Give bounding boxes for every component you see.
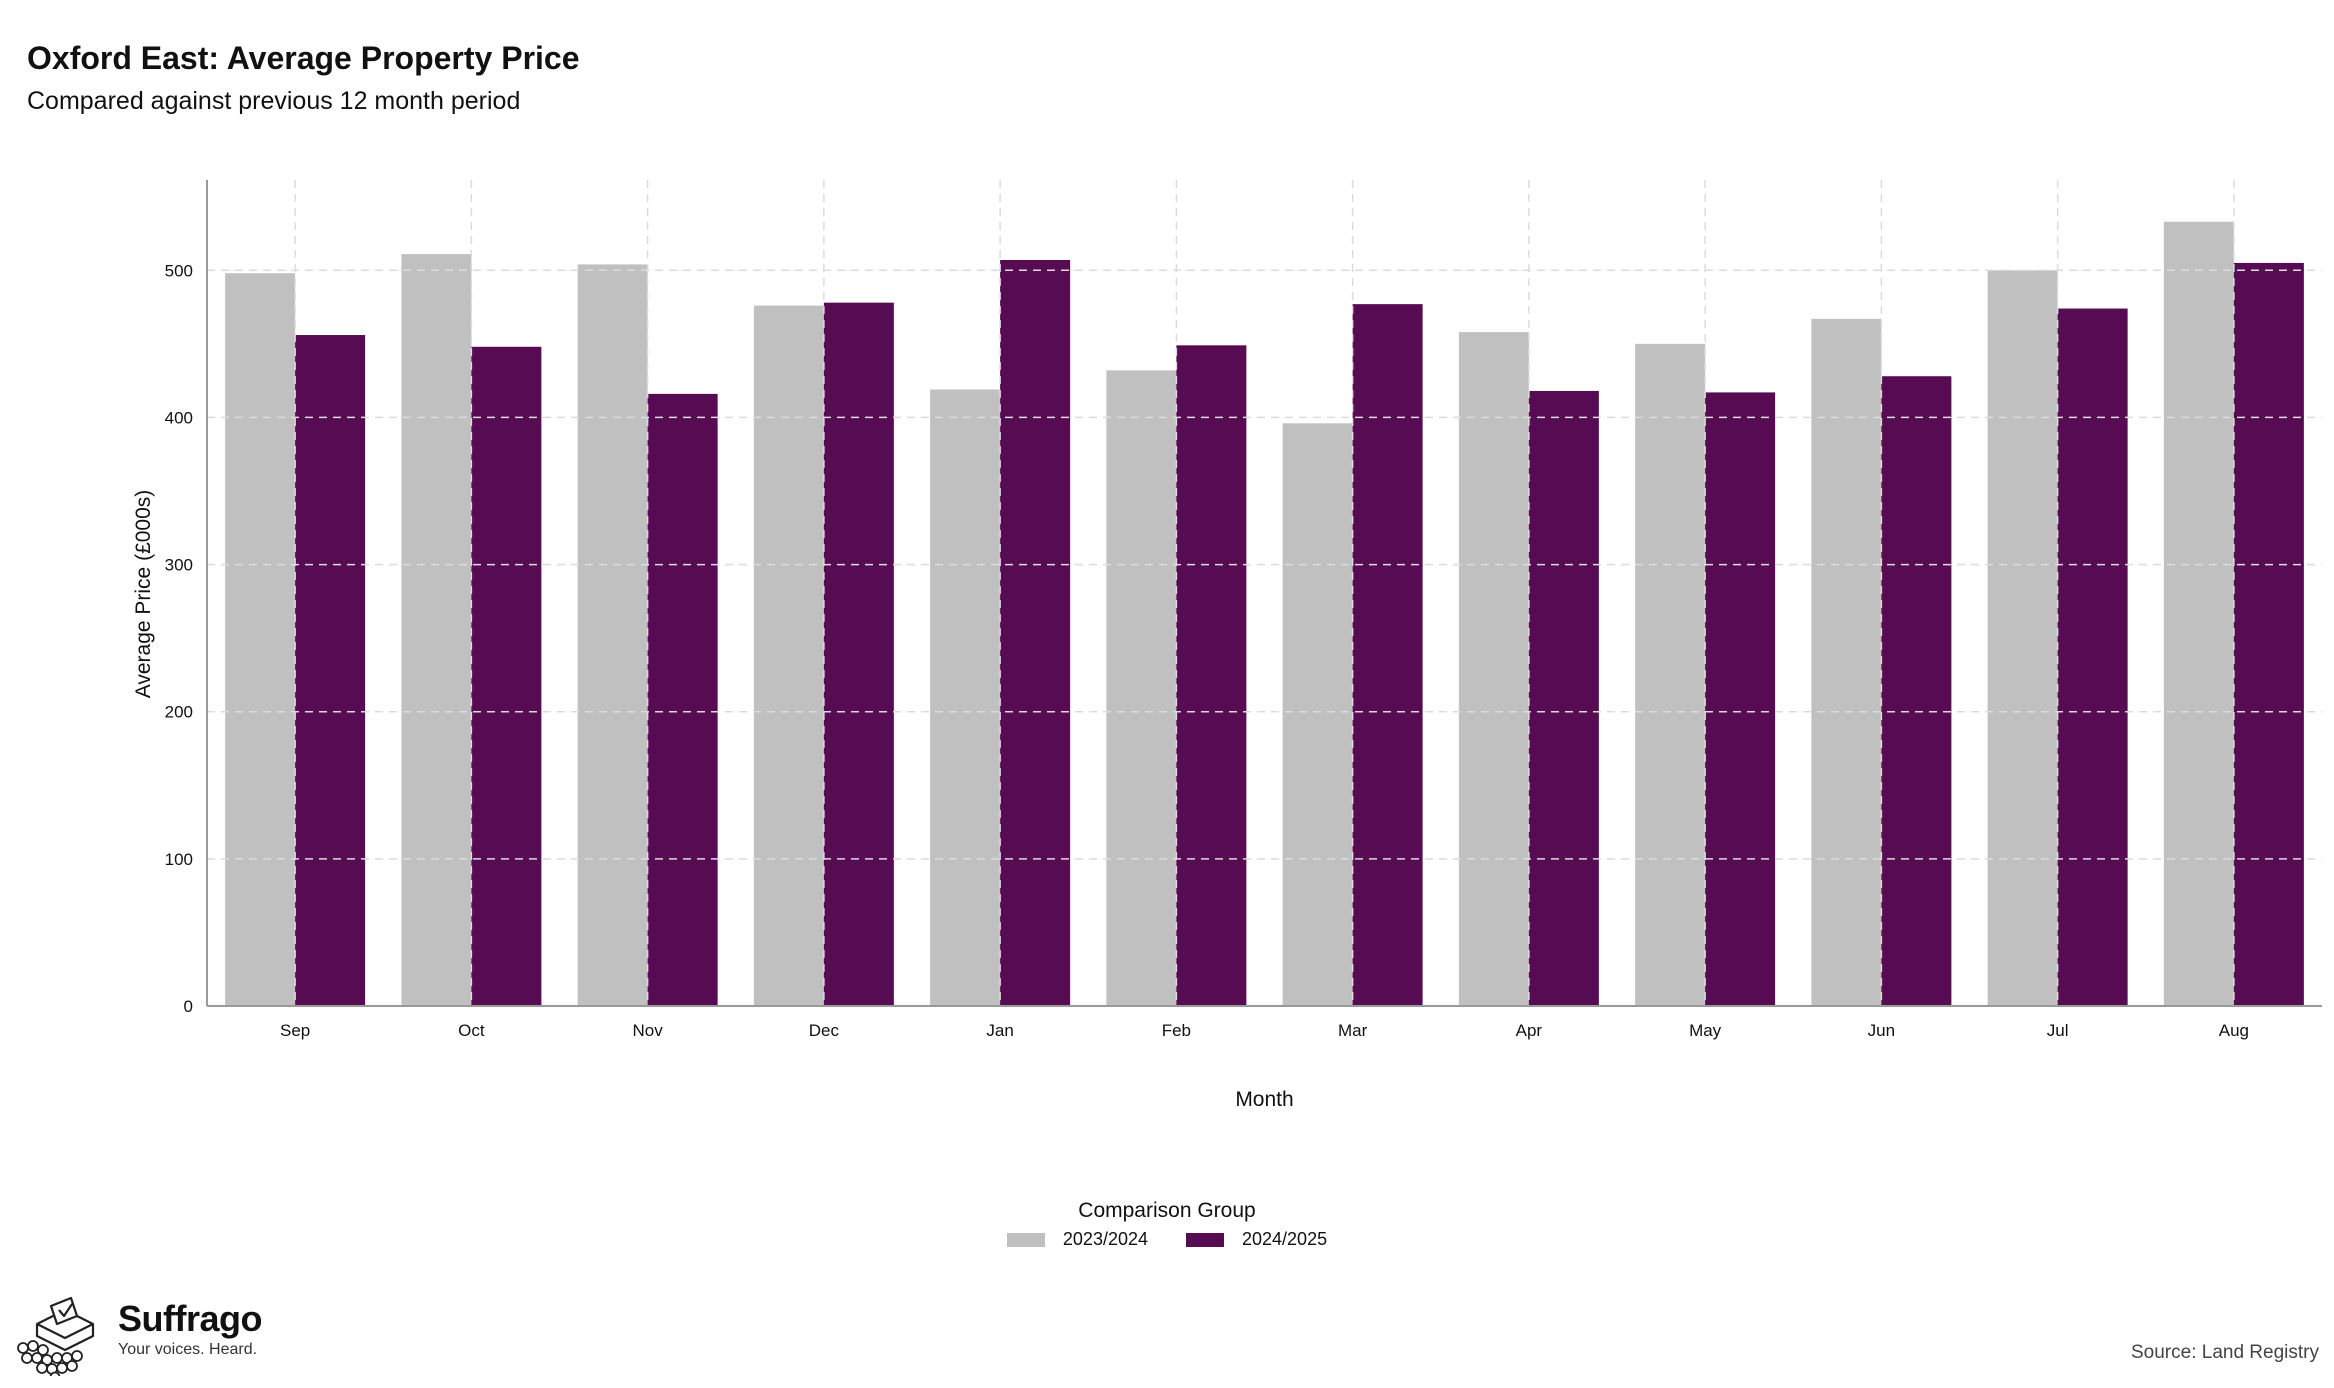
bar-2023-2024-nov (577, 264, 648, 1006)
y-axis-title: Average Price (£000s) (132, 490, 155, 699)
legend-swatch (1186, 1232, 1224, 1247)
x-tick-label: Nov (633, 1021, 664, 1040)
bar-chart: 0 100 200 300 400 500 Sep Oct Nov Dec Jan Feb Mar Ap… (132, 180, 2322, 1111)
y-tick-label: 300 (165, 556, 193, 575)
bar-2023-2024-jan (930, 389, 1001, 1006)
bar-2024-2025-oct (471, 346, 542, 1006)
y-tick-label: 400 (165, 408, 193, 427)
legend-label: 2023/2024 (1062, 1229, 1148, 1249)
bar-2024-2025-nov (647, 393, 718, 1006)
y-tick-label: 500 (165, 261, 193, 280)
bar-2023-2024-aug (2163, 221, 2234, 1006)
brand-name: Suffrago (118, 1298, 263, 1339)
x-axis-title: Month (1235, 1088, 1293, 1111)
chart-subtitle: Compared against previous 12 month perio… (27, 87, 521, 115)
bars (225, 221, 2304, 1007)
bar-2023-2024-jul (1987, 270, 2058, 1006)
x-tick-label: Dec (809, 1021, 840, 1040)
bar-2023-2024-feb (1106, 370, 1177, 1006)
bar-2024-2025-jun (1881, 376, 1952, 1006)
x-tick-label: Mar (1338, 1021, 1368, 1040)
x-tick-label: Jan (986, 1021, 1013, 1040)
chart-title: Oxford East: Average Property Price (27, 40, 580, 76)
bar-2023-2024-mar (1282, 423, 1353, 1006)
x-tick-label: Oct (458, 1021, 485, 1040)
x-tick-label: May (1689, 1021, 1722, 1040)
y-tick-label: 100 (165, 850, 193, 869)
bar-2023-2024-jun (1811, 318, 1882, 1006)
ballot-box-icon (17, 1296, 95, 1376)
bar-2023-2024-dec (753, 305, 824, 1007)
bar-2024-2025-mar (1352, 304, 1423, 1007)
x-tick-label: Feb (1162, 1021, 1191, 1040)
bar-2023-2024-may (1635, 343, 1706, 1006)
brand-tagline: Your voices. Heard. (118, 1341, 258, 1358)
x-tick-label: Apr (1516, 1021, 1543, 1040)
bar-2024-2025-jul (2057, 308, 2128, 1006)
bar-2024-2025-apr (1528, 390, 1599, 1006)
source-note: Source: Land Registry (2131, 1342, 2319, 1363)
legend-item-2023-2024: 2023/2024 (1006, 1229, 1148, 1250)
legend-title: Comparison Group (1078, 1199, 1256, 1222)
bar-2023-2024-sep (225, 273, 296, 1006)
bar-2024-2025-aug (2233, 262, 2304, 1006)
axes (206, 180, 2322, 1007)
x-tick-label: Sep (280, 1021, 310, 1040)
grid-lines (207, 180, 2322, 1006)
bar-2024-2025-dec (823, 302, 894, 1007)
y-tick-label: 200 (165, 703, 193, 722)
legend-swatch (1006, 1232, 1045, 1247)
bar-2024-2025-feb (1176, 345, 1247, 1006)
y-tick-label: 0 (184, 997, 193, 1016)
legend-label: 2024/2025 (1242, 1229, 1328, 1249)
x-tick-labels: Sep Oct Nov Dec Jan Feb Mar Apr May Jun Jul Aug (280, 1021, 2249, 1040)
legend-item-2024-2025: 2024/2025 (1186, 1229, 1327, 1250)
bar-2023-2024-oct (401, 254, 472, 1007)
bar-2024-2025-jan (1000, 259, 1071, 1006)
bar-2024-2025-may (1705, 392, 1776, 1006)
bar-2024-2025-sep (295, 335, 366, 1006)
y-tick-labels: 0 100 200 300 400 500 (165, 261, 193, 1016)
bar-2023-2024-apr (1458, 332, 1529, 1007)
x-tick-label: Jul (2047, 1021, 2069, 1040)
legend-items: 2023/2024 2024/2025 (0, 1229, 2334, 1250)
brand-logo: Suffrago Your voices. Heard. (15, 1296, 263, 1376)
x-tick-label: Jun (1868, 1021, 1895, 1040)
legend: Comparison Group 2023/2024 2024/2025 (0, 1199, 2334, 1250)
x-tick-label: Aug (2219, 1021, 2249, 1040)
